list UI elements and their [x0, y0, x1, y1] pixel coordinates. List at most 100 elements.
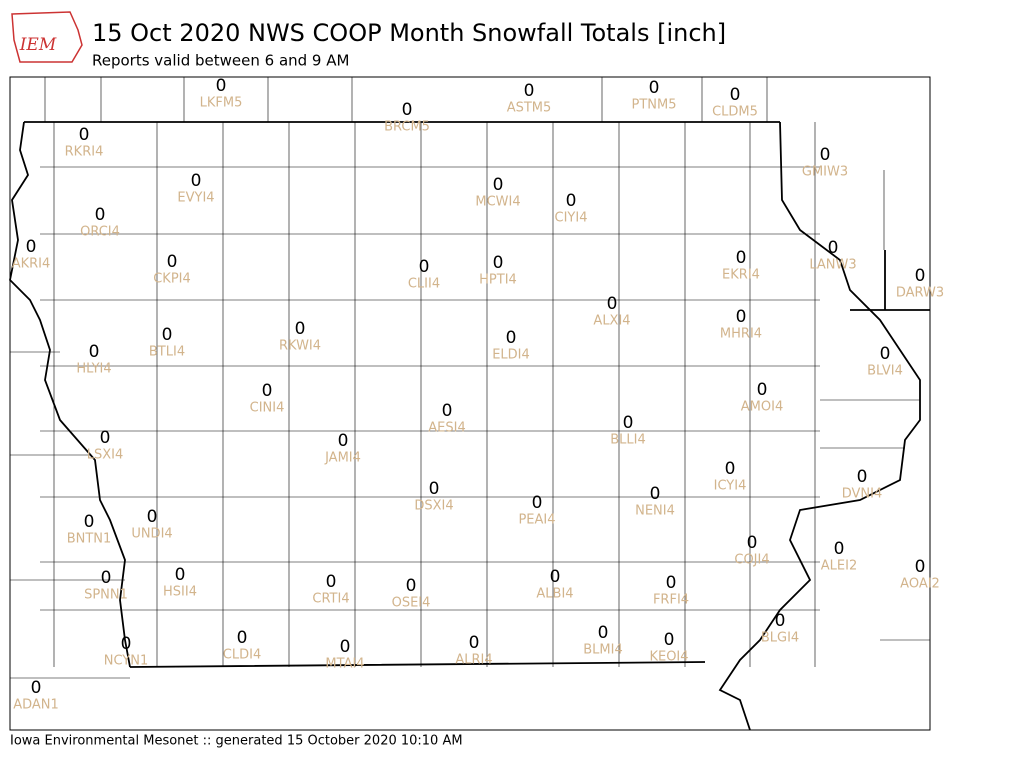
station-value: 0	[262, 381, 273, 401]
station-id: HLYI4	[76, 362, 111, 377]
station-id: MTAI4	[325, 657, 364, 672]
station-value: 0	[828, 238, 839, 258]
station-id: DVNI4	[842, 487, 883, 502]
station-value: 0	[406, 576, 417, 596]
station-id: DARW3	[896, 286, 944, 301]
station-value: 0	[736, 307, 747, 327]
station-id: AKRI4	[12, 257, 51, 272]
station-id: UNDI4	[131, 527, 172, 542]
station-id: CIYI4	[555, 211, 588, 226]
station-id: NCYN1	[104, 654, 149, 669]
station-id: FRFI4	[653, 593, 689, 608]
station-id: AOAI2	[900, 577, 940, 592]
station-id: EVYI4	[177, 191, 214, 206]
station-value: 0	[95, 205, 106, 225]
station-id: BNTN1	[67, 532, 112, 547]
station-value: 0	[237, 628, 248, 648]
station-value: 0	[167, 252, 178, 272]
station-value: 0	[857, 467, 868, 487]
station-value: 0	[340, 637, 351, 657]
station-value: 0	[31, 678, 42, 698]
station-id: CLDI4	[223, 648, 261, 663]
station-id: HSII4	[163, 585, 197, 600]
station-value: 0	[84, 512, 95, 532]
station-value: 0	[757, 380, 768, 400]
station-id: ALXI4	[593, 314, 630, 329]
station-value: 0	[429, 479, 440, 499]
station-value: 0	[532, 493, 543, 513]
station-value: 0	[442, 401, 453, 421]
title: 15 Oct 2020 NWS COOP Month Snowfall Tota…	[92, 19, 726, 47]
station-id: DSXI4	[414, 499, 453, 514]
station-value: 0	[175, 565, 186, 585]
station-value: 0	[915, 266, 926, 286]
station-id: CLII4	[408, 277, 440, 292]
station-value: 0	[326, 572, 337, 592]
station-id: JAMI4	[324, 451, 361, 466]
river-border	[718, 121, 921, 731]
station-id: BLLI4	[610, 433, 646, 448]
station-value: 0	[338, 431, 349, 451]
station-id: RKRI4	[65, 145, 104, 160]
station-value: 0	[469, 633, 480, 653]
station-value: 0	[121, 634, 132, 654]
station-id: LKFM5	[200, 96, 243, 111]
station-value: 0	[747, 533, 758, 553]
station-id: SPNN1	[84, 588, 128, 603]
station-value: 0	[664, 630, 675, 650]
station-value: 0	[101, 568, 112, 588]
station-id: ORCI4	[80, 225, 120, 240]
station-value: 0	[79, 125, 90, 145]
station-id: AESI4	[428, 421, 465, 436]
station-value: 0	[162, 325, 173, 345]
logo: IEM	[11, 11, 83, 63]
station-id: CKPI4	[153, 272, 191, 287]
station-value: 0	[402, 100, 413, 120]
station-id: ALRI4	[455, 653, 492, 668]
station-id: BTLI4	[149, 345, 185, 360]
station-id: AMOI4	[741, 400, 783, 415]
station-value: 0	[915, 557, 926, 577]
station-value: 0	[419, 257, 430, 277]
station-id: PEAI4	[518, 513, 555, 528]
station-value: 0	[666, 573, 677, 593]
station-value: 0	[736, 248, 747, 268]
station-id: MHRI4	[720, 327, 762, 342]
station-id: ASTM5	[507, 101, 552, 116]
station-value: 0	[493, 175, 504, 195]
